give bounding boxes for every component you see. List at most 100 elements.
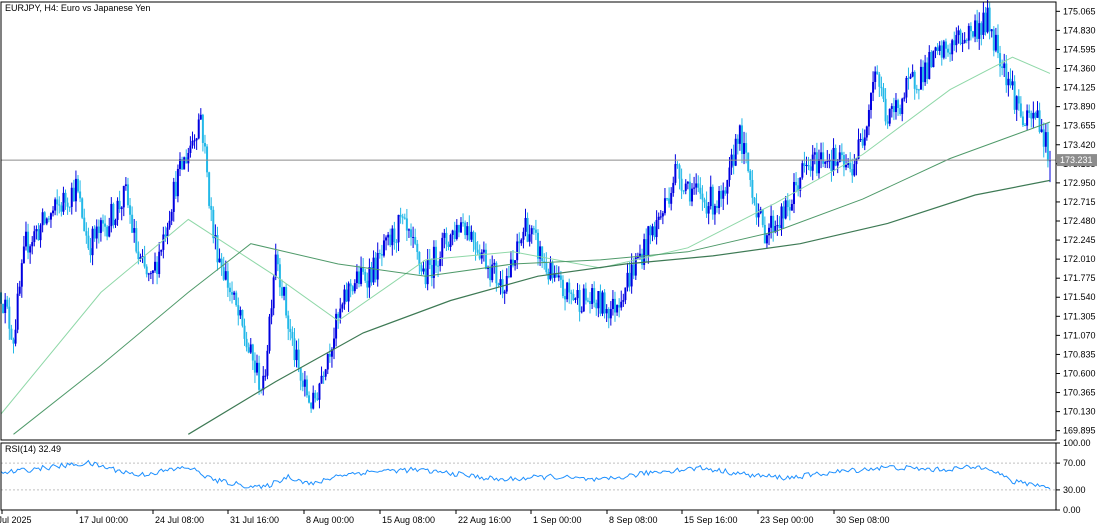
candle-body	[89, 248, 92, 256]
candle-body	[674, 164, 677, 183]
candle-body	[894, 100, 897, 113]
candle-body	[466, 226, 469, 236]
candle-body	[249, 344, 252, 353]
candle-body	[649, 226, 652, 236]
candle-body	[971, 31, 974, 37]
candle-body	[834, 147, 837, 166]
candle-body	[799, 177, 802, 191]
candle-body	[37, 229, 40, 241]
candle-body	[670, 193, 673, 204]
rsi-title: RSI(14) 32.49	[5, 444, 61, 454]
candle-body	[576, 289, 579, 299]
candle-body	[264, 375, 267, 377]
candle-body	[632, 264, 635, 276]
candle-body	[691, 188, 694, 202]
candle-body	[120, 207, 123, 210]
candle-body	[268, 316, 271, 351]
ma-mid-line	[13, 121, 1051, 435]
candle-body	[907, 77, 910, 79]
x-tick-label: 8 Aug 00:00	[306, 515, 354, 525]
candle-body	[310, 402, 313, 409]
candle-body	[72, 187, 75, 202]
candle-body	[451, 230, 454, 235]
candle-body	[289, 328, 292, 332]
candle-body	[378, 252, 381, 255]
rsi-pane[interactable]	[0, 459, 1056, 491]
candle-body	[505, 275, 508, 292]
candle-body	[135, 228, 138, 252]
candle-body	[47, 218, 50, 220]
candle-body	[528, 234, 531, 242]
candle-body	[328, 353, 331, 357]
candle-body	[630, 264, 633, 287]
candle-body	[197, 119, 200, 139]
candle-body	[478, 252, 481, 259]
candle-body	[27, 231, 30, 253]
candle-body	[532, 228, 535, 230]
candle-body	[978, 23, 981, 39]
candle-body	[890, 106, 893, 109]
candle-body	[695, 183, 698, 188]
candle-body	[459, 222, 462, 233]
candle-body	[593, 288, 596, 303]
candle-body	[1044, 132, 1047, 147]
candle-body	[430, 264, 433, 278]
candle-body	[597, 291, 600, 309]
candle-body	[382, 240, 385, 256]
candle-body	[942, 41, 945, 58]
candle-body	[786, 200, 789, 208]
candle-body	[301, 380, 304, 387]
candle-body	[212, 209, 215, 239]
candle-body	[106, 226, 109, 237]
candle-body	[701, 193, 704, 200]
price-tick-label: 174.830	[1063, 25, 1096, 35]
candle-body	[58, 204, 61, 206]
candle-body	[445, 232, 448, 245]
candle-body	[239, 310, 242, 316]
candle-body	[168, 220, 171, 228]
candle-body	[145, 266, 148, 275]
candle-body	[620, 301, 623, 308]
candle-body	[522, 231, 525, 240]
candle-body	[613, 298, 616, 313]
candle-body	[147, 273, 150, 275]
candle-body	[395, 242, 398, 244]
candle-body	[643, 239, 646, 265]
candle-body	[95, 226, 98, 239]
candle-body	[372, 257, 375, 283]
candle-body	[761, 209, 764, 225]
candle-body	[499, 279, 502, 286]
candle-body	[863, 137, 866, 146]
candle-body	[1011, 81, 1014, 86]
candle-body	[97, 226, 100, 233]
candle-body	[412, 236, 415, 238]
candle-body	[822, 152, 825, 164]
price-pane[interactable]	[0, 0, 1056, 435]
candle-body	[453, 230, 456, 239]
candle-body	[276, 254, 279, 265]
candle-body	[734, 138, 737, 166]
candle-body	[753, 197, 756, 204]
candle-body	[826, 161, 829, 163]
candle-body	[899, 108, 902, 115]
candle-body	[526, 217, 529, 242]
candle-body	[892, 106, 895, 113]
candle-body	[437, 265, 440, 267]
candle-body	[634, 257, 637, 276]
candle-body	[867, 109, 870, 127]
candle-body	[647, 226, 650, 256]
candle-body	[435, 246, 438, 266]
candle-body	[930, 51, 933, 68]
candle-body	[397, 214, 400, 243]
candle-body	[645, 239, 648, 256]
rsi-pane-frame	[0, 442, 1057, 511]
candle-body	[426, 259, 429, 285]
chart-title: EURJPY, H4: Euro vs Japanese Yen	[5, 3, 150, 13]
candle-body	[495, 262, 498, 284]
candle-body	[915, 88, 918, 90]
candle-body	[601, 292, 604, 314]
candle-body	[790, 204, 793, 211]
candle-body	[751, 179, 754, 198]
